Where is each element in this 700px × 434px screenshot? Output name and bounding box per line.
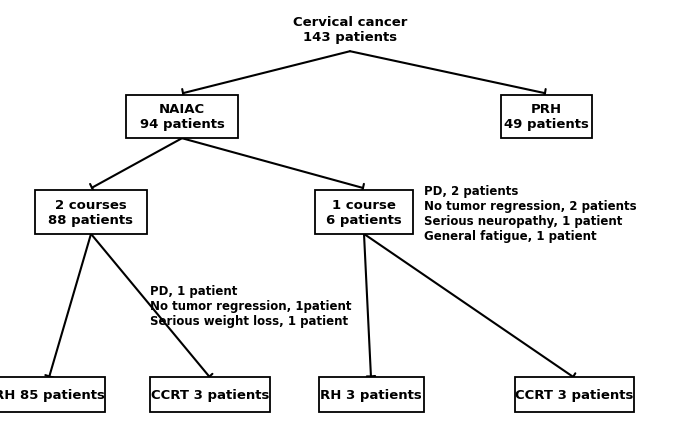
Text: RH 3 patients: RH 3 patients bbox=[320, 388, 422, 401]
Text: PRH
49 patients: PRH 49 patients bbox=[503, 103, 589, 131]
FancyBboxPatch shape bbox=[150, 378, 270, 412]
FancyBboxPatch shape bbox=[35, 191, 147, 234]
FancyBboxPatch shape bbox=[0, 378, 105, 412]
FancyBboxPatch shape bbox=[500, 95, 592, 139]
Text: NAIAC
94 patients: NAIAC 94 patients bbox=[139, 103, 225, 131]
FancyBboxPatch shape bbox=[514, 378, 634, 412]
Text: RH 85 patients: RH 85 patients bbox=[0, 388, 104, 401]
Text: Cervical cancer
143 patients: Cervical cancer 143 patients bbox=[293, 16, 407, 44]
Text: 2 courses
88 patients: 2 courses 88 patients bbox=[48, 199, 134, 227]
Text: CCRT 3 patients: CCRT 3 patients bbox=[514, 388, 634, 401]
Text: PD, 1 patient
No tumor regression, 1patient
Serious weight loss, 1 patient: PD, 1 patient No tumor regression, 1pati… bbox=[150, 284, 352, 327]
Text: CCRT 3 patients: CCRT 3 patients bbox=[150, 388, 270, 401]
Text: 1 course
6 patients: 1 course 6 patients bbox=[326, 199, 402, 227]
FancyBboxPatch shape bbox=[126, 95, 238, 139]
FancyBboxPatch shape bbox=[315, 191, 413, 234]
Text: PD, 2 patients
No tumor regression, 2 patients
Serious neuropathy, 1 patient
Gen: PD, 2 patients No tumor regression, 2 pa… bbox=[424, 184, 636, 242]
FancyBboxPatch shape bbox=[318, 378, 424, 412]
